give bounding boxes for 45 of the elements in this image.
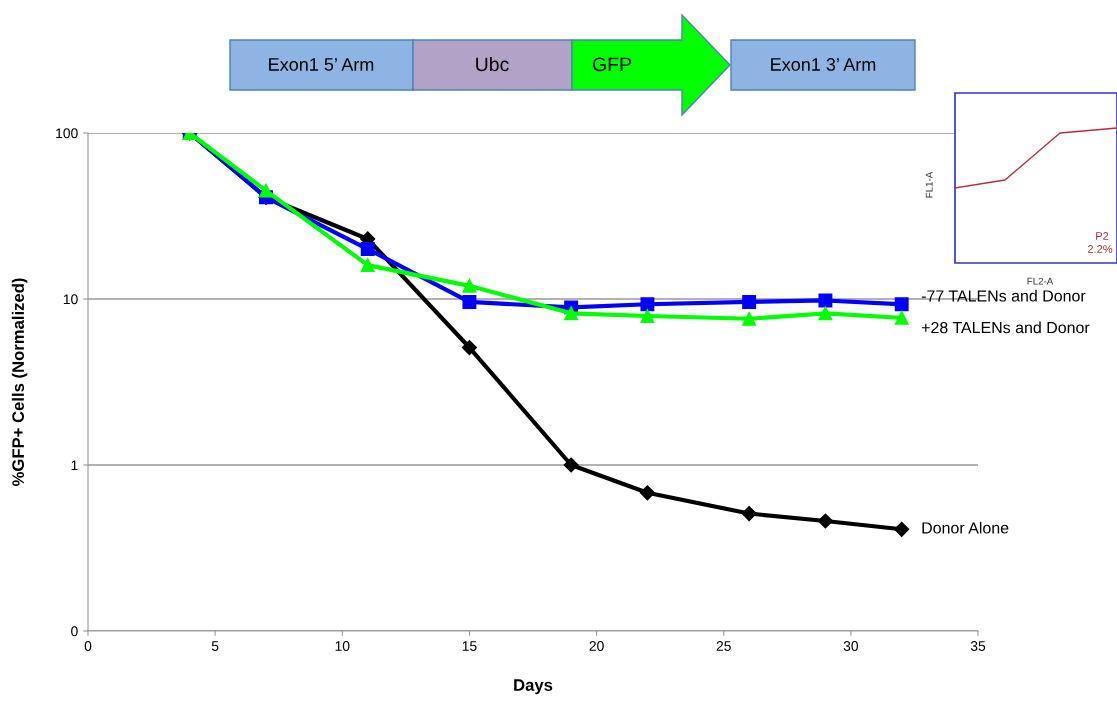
x-tick-label: 10 [335,641,350,651]
series-label: +28 TALENs and Donor [921,321,1090,334]
point [639,485,655,501]
x-tick-label: 30 [843,641,859,651]
point [894,310,909,325]
y-tick-label: 0 [71,626,78,637]
text: Exon1 3’ Arm [771,58,876,71]
point [640,309,655,323]
point [563,457,579,473]
x-tick-label: 20 [589,641,604,651]
point [741,505,757,522]
text: GFP [592,57,631,72]
point [817,513,833,529]
series-label: Donor Alone [922,521,1009,534]
point [640,297,655,312]
y-tick-label: 10 [63,294,78,305]
point [742,311,757,326]
point [894,297,909,312]
x-tick-label: 35 [970,641,986,651]
point [462,278,477,293]
point [818,293,833,308]
y-tick-label: 100 [56,128,78,139]
text: P2 [1096,232,1109,240]
point [894,521,910,537]
point [360,242,375,256]
x-tick-label: 5 [211,641,219,651]
point [360,258,375,273]
y-tick-label: 1 [71,460,78,471]
text: Ubc [476,56,509,72]
text: 2.2% [1087,245,1113,253]
text: FL2-A [1027,277,1054,285]
point [462,294,477,309]
x-tick-label: 0 [84,641,92,651]
point [259,183,273,198]
series-label: -77 TALENs and Donor [921,289,1086,302]
x-tick-label: 25 [716,641,731,651]
annotation: FL1-A [925,171,933,198]
point [564,306,579,321]
text: Exon1 5’ Arm [269,58,374,71]
x-axis-title: Days [514,679,553,695]
point [742,294,757,309]
point [461,339,477,356]
x-tick-label: 15 [462,641,477,651]
y-axis-title: %GFP+ Cells (Normalized) [11,278,28,487]
point [818,306,833,321]
